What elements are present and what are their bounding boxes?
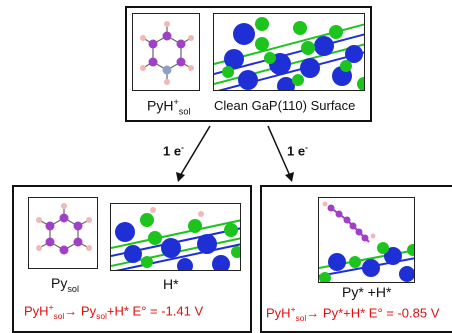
right-arrow (267, 125, 291, 177)
py-star-h-label: Py* +H* (342, 284, 392, 300)
h-adsorbed-inset (110, 203, 241, 271)
pyridine-inset (28, 197, 98, 269)
right-arrow-head (285, 172, 294, 182)
right-reaction-equation: PyH+sol→ Py*+H* E° = -0.85 V (266, 304, 440, 323)
pyridine-molecule (36, 203, 92, 255)
left-arrow-head (176, 172, 185, 182)
left-electron-label: 1 e- (163, 142, 184, 159)
pyridinium-inset (132, 13, 200, 91)
h-on-gap-surface-model (111, 207, 240, 270)
py-star-h-surface-model (319, 201, 414, 282)
pyh-sub: sol (178, 106, 191, 117)
py-star-inset (318, 197, 415, 283)
left-arrow (179, 125, 211, 177)
left-reaction-equation: PyH+sol→ Pysol+H* E° = -1.41 V (24, 302, 204, 321)
clean-surface-label: Clean GaP(110) Surface (214, 98, 356, 113)
pyh-sol-label: PyH+sol (147, 97, 190, 116)
pyh-sup: + (173, 97, 179, 107)
pyridinium-molecule (140, 21, 194, 85)
h-star-label: H* (163, 276, 179, 292)
clean-surface-inset (213, 13, 365, 91)
py-sol-label: Pysol (51, 275, 79, 294)
right-electron-label: 1 e- (287, 142, 308, 159)
pyh-text: PyH (147, 97, 174, 114)
clean-gap-surface-model (214, 17, 364, 90)
